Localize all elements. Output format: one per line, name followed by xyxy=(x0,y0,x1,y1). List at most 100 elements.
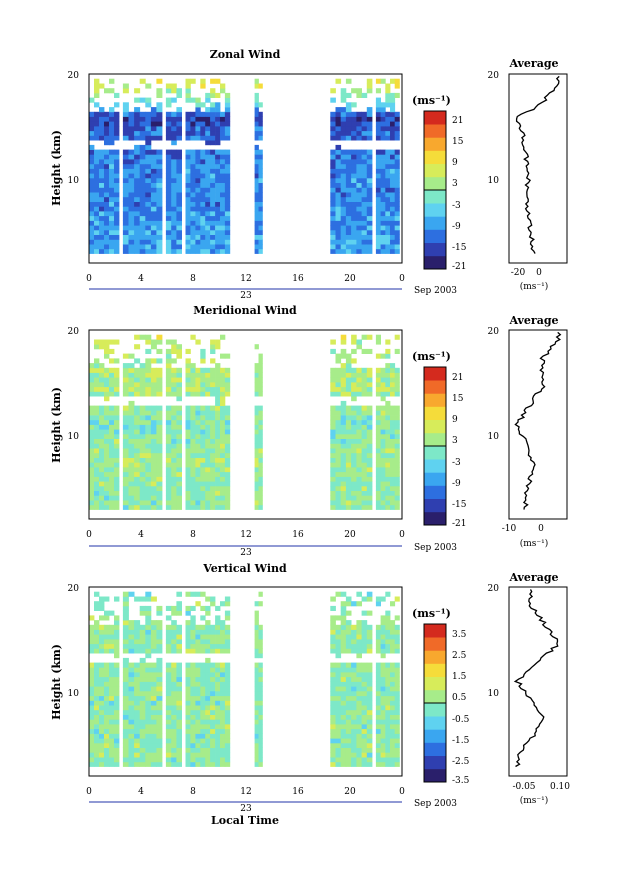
heatmap-cell xyxy=(109,476,115,482)
heatmap-cell xyxy=(150,452,157,458)
heatmap-cell xyxy=(210,415,216,421)
heatmap-cell xyxy=(109,149,115,155)
heatmap-cell xyxy=(385,738,391,744)
heatmap-cell xyxy=(99,211,105,217)
heatmap-cell xyxy=(375,201,381,207)
colorbar-swatch xyxy=(424,663,446,677)
heatmap-cell xyxy=(200,667,206,673)
heatmap-cell xyxy=(224,211,231,217)
heatmap-cell xyxy=(366,429,373,435)
heatmap-cell xyxy=(215,752,221,758)
heatmap-cell xyxy=(205,177,211,183)
heatmap-cell xyxy=(134,154,141,160)
heatmap-cell xyxy=(128,742,135,748)
heatmap-cell xyxy=(156,211,163,217)
heatmap-cell xyxy=(330,177,336,183)
heatmap-cell xyxy=(139,495,146,501)
heatmap-cell xyxy=(361,154,368,160)
heatmap-cell xyxy=(335,126,342,132)
heatmap-cell xyxy=(340,121,347,127)
heatmap-cell xyxy=(351,443,357,449)
heatmap-cell xyxy=(361,471,368,477)
heatmap-cell xyxy=(89,135,95,141)
heatmap-cell xyxy=(122,391,129,397)
heatmap-cell xyxy=(254,681,259,687)
heatmap-cell xyxy=(156,92,163,98)
heatmap-cell xyxy=(128,410,135,416)
heatmap-cell xyxy=(99,495,105,501)
heatmap-cell xyxy=(176,457,182,463)
heatmap-plot xyxy=(89,78,400,254)
heatmap-cell xyxy=(205,705,211,711)
heatmap-cell xyxy=(351,714,357,720)
heatmap-cell xyxy=(254,135,259,141)
heatmap-cell xyxy=(150,215,157,221)
heatmap-cell xyxy=(104,382,110,388)
heatmap-cell xyxy=(134,433,141,439)
heatmap-cell xyxy=(375,648,381,654)
heatmap-cell xyxy=(195,457,201,463)
heatmap-cell xyxy=(156,187,163,193)
heatmap-cell xyxy=(156,206,163,212)
heatmap-cell xyxy=(366,211,373,217)
heatmap-cell xyxy=(176,135,182,141)
heatmap-cell xyxy=(94,672,100,678)
heatmap-cell xyxy=(145,691,152,697)
heatmap-cell xyxy=(104,168,110,174)
heatmap-cell xyxy=(224,196,231,202)
heatmap-cell xyxy=(356,695,362,701)
heatmap-cell xyxy=(390,457,396,463)
heatmap-cell xyxy=(156,405,163,411)
heatmap-cell xyxy=(205,462,211,468)
heatmap-cell xyxy=(195,206,201,212)
heatmap-cell xyxy=(356,248,362,254)
heatmap-cell xyxy=(104,192,110,198)
heatmap-cell xyxy=(340,448,347,454)
colorbar-swatch xyxy=(424,393,446,407)
heatmap-cell xyxy=(200,121,206,127)
heatmap-cell xyxy=(254,672,259,678)
heatmap-cell xyxy=(351,415,357,421)
heatmap-cell xyxy=(330,225,336,231)
heatmap-cell xyxy=(99,424,105,430)
heatmap-cell xyxy=(215,457,221,463)
heatmap-cell xyxy=(200,629,206,635)
heatmap-cell xyxy=(145,695,152,701)
heatmap-cell xyxy=(258,367,263,373)
heatmap-cell xyxy=(258,714,263,720)
heatmap-cell xyxy=(205,391,211,397)
heatmap-cell xyxy=(109,248,115,254)
heatmap-cell xyxy=(335,196,342,202)
heatmap-cell xyxy=(134,467,141,473)
heatmap-cell xyxy=(139,438,146,444)
heatmap-cell xyxy=(176,177,182,183)
heatmap-cell xyxy=(156,605,163,611)
colorbar-tick: 1.5 xyxy=(452,672,467,682)
heatmap-cell xyxy=(150,130,157,136)
heatmap-cell xyxy=(366,234,373,240)
heatmap-cell xyxy=(156,467,163,473)
heatmap-cell xyxy=(224,239,231,245)
heatmap-cell xyxy=(254,107,259,113)
heatmap-cell xyxy=(330,121,336,127)
heatmap-cell xyxy=(340,714,347,720)
heatmap-cell xyxy=(156,196,163,202)
heatmap-cell xyxy=(185,419,191,425)
colorbar-unit: (ms⁻¹) xyxy=(412,94,451,107)
heatmap-cell xyxy=(375,681,381,687)
heatmap-cell xyxy=(224,225,231,231)
heatmap-cell xyxy=(156,386,163,392)
heatmap-cell xyxy=(345,215,352,221)
heatmap-cell xyxy=(185,476,191,482)
heatmap-cell xyxy=(109,229,115,235)
heatmap-cell xyxy=(361,485,368,491)
heatmap-cell xyxy=(176,415,182,421)
x-tick-label: 8 xyxy=(190,274,196,284)
heatmap-cell xyxy=(215,410,221,416)
heatmap-cell xyxy=(224,97,231,103)
heatmap-cell xyxy=(330,211,336,217)
heatmap-cell xyxy=(220,386,226,392)
heatmap-cell xyxy=(150,234,157,240)
heatmap-cell xyxy=(345,415,352,421)
heatmap-cell xyxy=(366,391,373,397)
